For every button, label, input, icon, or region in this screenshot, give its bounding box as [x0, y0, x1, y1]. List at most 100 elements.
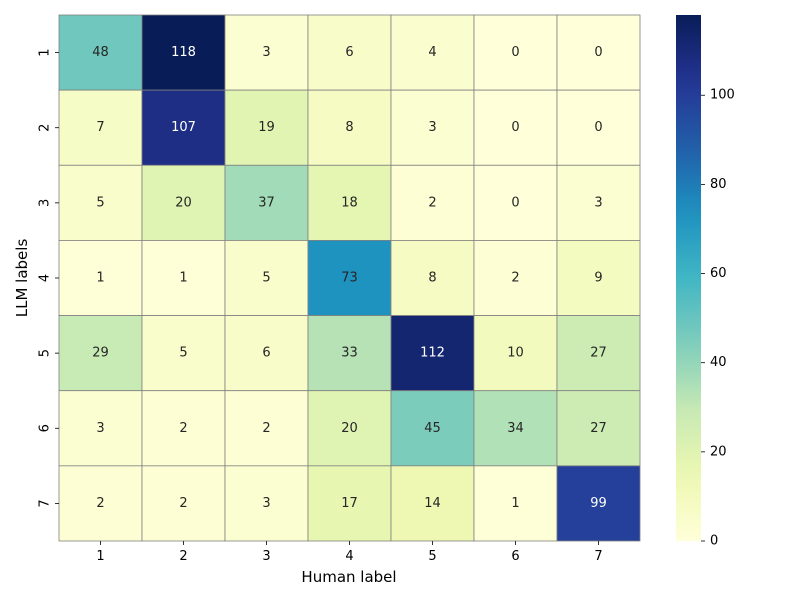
cell-value-label: 4: [428, 45, 436, 60]
x-axis-ticks: 1 2 3 4 5 6 7: [96, 541, 603, 564]
heatmap-cell-r4-c7: [556, 240, 641, 316]
x-tick-label: 2: [179, 549, 187, 564]
cell-value-label: 19: [258, 120, 275, 135]
heatmap-cell-r6-c2: [141, 390, 226, 467]
cell-value-label: 3: [594, 195, 602, 210]
cell-value-label: 1: [96, 271, 104, 286]
cell-value-label: 1: [179, 271, 187, 286]
colorbar: 0 20 40 60 80 100: [676, 15, 735, 549]
cell-value-label: 2: [428, 195, 436, 210]
x-axis-label: Human label: [301, 568, 396, 586]
colorbar-tick-label: 20: [710, 444, 727, 459]
cell-value-label: 3: [262, 45, 270, 60]
x-tick-label: 6: [511, 549, 519, 564]
heatmap-cell-r7-c3: [224, 465, 309, 542]
heatmap-cell-r1-c6: [473, 14, 558, 91]
x-tick-label: 1: [96, 549, 104, 564]
cell-value-label: 2: [179, 496, 187, 511]
cell-value-label: 18: [341, 195, 358, 210]
heatmap-cell-r7-c6: [473, 465, 558, 542]
colorbar-tick-label: 60: [710, 266, 727, 281]
cell-value-label: 0: [594, 120, 602, 135]
y-axis-ticks: 1 2 3 4 5 6 7: [38, 48, 59, 508]
cell-value-label: 2: [96, 496, 104, 511]
cell-value-label: 5: [96, 195, 104, 210]
y-tick-label: 5: [38, 349, 53, 357]
cell-value-label: 5: [179, 346, 187, 361]
heatmap-cell-r1-c3: [224, 14, 309, 91]
y-tick-label: 2: [38, 124, 53, 132]
cell-value-label: 45: [424, 421, 441, 436]
heatmap-cell-r3-c2: [141, 164, 226, 241]
cell-value-label: 5: [262, 271, 270, 286]
heatmap-cell-r6-c7: [556, 390, 641, 467]
cell-value-label: 27: [590, 346, 607, 361]
heatmap-cell-r1-c5: [390, 14, 475, 91]
heatmap-cell-r4-c2: [141, 240, 226, 316]
cell-value-label: 112: [420, 346, 445, 361]
colorbar-tick-label: 40: [710, 355, 727, 370]
x-tick-label: 5: [428, 549, 436, 564]
cell-value-label: 0: [511, 195, 519, 210]
cell-value-label: 8: [428, 271, 436, 286]
cell-value-label: 48: [92, 45, 109, 60]
cell-value-label: 10: [507, 346, 524, 361]
heatmap-cell-r5-c3: [224, 315, 309, 392]
cell-value-label: 34: [507, 421, 524, 436]
cell-value-label: 33: [341, 346, 358, 361]
cell-value-label: 20: [175, 195, 192, 210]
heatmap-cell-r1-c1: [58, 14, 143, 91]
colorbar-tick-label: 100: [710, 88, 735, 103]
cell-value-label: 1: [511, 496, 519, 511]
cell-value-label: 8: [345, 120, 353, 135]
x-tick-label: 3: [262, 549, 270, 564]
cell-value-label: 6: [345, 45, 353, 60]
cell-value-label: 20: [341, 421, 358, 436]
cell-value-label: 7: [96, 120, 104, 135]
cell-value-label: 3: [96, 421, 104, 436]
heatmap-cell-r6-c1: [58, 390, 143, 467]
heatmap-cell-r7-c5: [390, 465, 475, 542]
heatmap-cell-r2-c7: [556, 89, 641, 166]
heatmap-cell-r6-c3: [224, 390, 309, 467]
cell-value-label: 99: [590, 496, 607, 511]
heatmap-cell-r5-c7: [556, 315, 641, 392]
y-tick-label: 3: [38, 199, 53, 207]
cell-value-label: 118: [171, 45, 196, 60]
colorbar-gradient: [676, 15, 701, 541]
cell-value-label: 0: [511, 120, 519, 135]
x-tick-label: 4: [345, 549, 353, 564]
heatmap-cell-r4-c1: [58, 240, 143, 316]
heatmap-cells: [58, 14, 641, 542]
colorbar-tick-label: 80: [710, 177, 727, 192]
heatmap-cell-r2-c5: [390, 89, 475, 166]
heatmap-cell-r3-c7: [556, 164, 641, 241]
cell-value-label: 107: [171, 120, 196, 135]
heatmap-cell-r7-c4: [307, 465, 392, 542]
heatmap-cell-r3-c3: [224, 164, 309, 241]
cell-value-label: 27: [590, 421, 607, 436]
cell-value-label: 73: [341, 271, 358, 286]
y-tick-label: 7: [38, 499, 53, 507]
heatmap-cell-r1-c4: [307, 14, 392, 91]
heatmap-cell-r3-c4: [307, 164, 392, 241]
y-tick-label: 1: [38, 48, 53, 56]
heatmap-cell-r4-c4: [307, 240, 392, 316]
heatmap-cell-r2-c6: [473, 89, 558, 166]
cell-value-label: 37: [258, 195, 275, 210]
y-axis-label: LLM labels: [13, 239, 31, 318]
cell-value-label: 0: [511, 45, 519, 60]
heatmap-cell-r6-c5: [390, 390, 475, 467]
heatmap-cell-r3-c1: [58, 164, 143, 241]
cell-value-label: 29: [92, 346, 109, 361]
y-tick-label: 4: [38, 274, 53, 282]
cell-value-label: 3: [262, 496, 270, 511]
heatmap-cell-r2-c3: [224, 89, 309, 166]
x-tick-label: 7: [594, 549, 602, 564]
heatmap-cell-r7-c1: [58, 465, 143, 542]
cell-value-label: 17: [341, 496, 358, 511]
heatmap-cell-r7-c7: [556, 465, 641, 542]
heatmap-cell-labels: 48 118 3 6 4 0 07 107 19 8 3 0 05 20 37 18 2 0 31 1 5 73 8 2 929…: [92, 45, 607, 511]
cell-value-label: 9: [594, 271, 602, 286]
